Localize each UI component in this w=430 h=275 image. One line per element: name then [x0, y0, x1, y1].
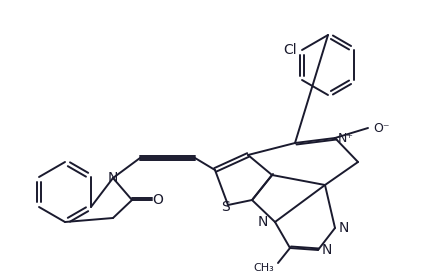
Text: Cl: Cl [283, 43, 296, 57]
Text: N⁺: N⁺ [337, 131, 353, 144]
Text: S: S [221, 200, 230, 214]
Text: N: N [257, 215, 267, 229]
Text: O: O [152, 193, 163, 207]
Text: CH₃: CH₃ [253, 263, 273, 273]
Text: N: N [321, 243, 332, 257]
Text: N: N [338, 221, 349, 235]
Text: N: N [108, 171, 118, 185]
Text: O⁻: O⁻ [372, 122, 389, 134]
